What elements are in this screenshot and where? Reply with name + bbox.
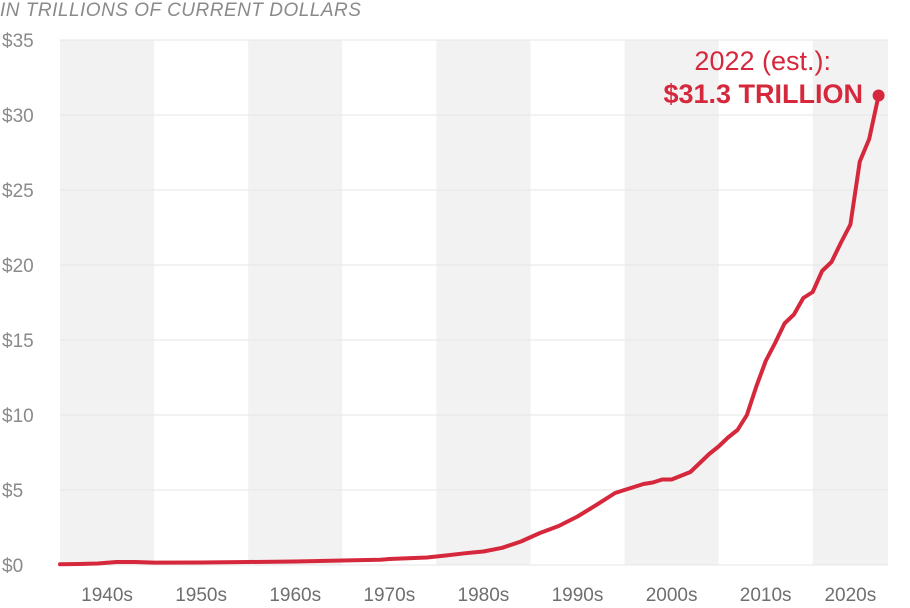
x-tick-label: 1950s: [175, 585, 227, 606]
x-tick-label: 1960s: [269, 585, 321, 606]
decade-band: [436, 40, 531, 565]
y-tick-label: $20: [2, 256, 34, 277]
endpoint-annotation: 2022 (est.): $31.3 TRILLION: [663, 46, 863, 109]
annotation-year-label: 2022 (est.):: [694, 46, 831, 76]
decade-band: [60, 40, 155, 565]
x-tick-label: 2000s: [646, 585, 698, 606]
x-tick-label: 1990s: [552, 585, 604, 606]
y-tick-label: $5: [2, 481, 23, 502]
decade-band: [812, 40, 888, 565]
x-tick-label: 1970s: [363, 585, 415, 606]
y-tick-label: $35: [2, 31, 34, 52]
chart-subtitle: IN TRILLIONS OF CURRENT DOLLARS: [0, 0, 362, 21]
gridlines: [60, 39, 888, 566]
y-tick-label: $0: [2, 556, 23, 577]
decade-band: [248, 40, 343, 565]
x-tick-label: 2020s: [824, 585, 876, 606]
y-tick-label: $15: [2, 331, 34, 352]
annotation-value-label: $31.3 TRILLION: [663, 79, 863, 109]
y-axis-ticks: $0 $5 $10 $15 $20 $25 $30 $35: [2, 31, 34, 577]
y-tick-label: $30: [2, 106, 34, 127]
y-tick-label: $10: [2, 406, 34, 427]
endpoint-marker: [872, 89, 885, 102]
x-tick-label: 1940s: [81, 585, 133, 606]
y-tick-label: $25: [2, 181, 34, 202]
x-axis-ticks: 1940s 1950s 1960s 1970s 1980s 1990s 2000s 2010s…: [81, 585, 876, 606]
x-tick-label: 1980s: [458, 585, 510, 606]
x-tick-label: 2010s: [740, 585, 792, 606]
debt-series-line: [58, 93, 881, 567]
decade-bands: [60, 40, 888, 565]
